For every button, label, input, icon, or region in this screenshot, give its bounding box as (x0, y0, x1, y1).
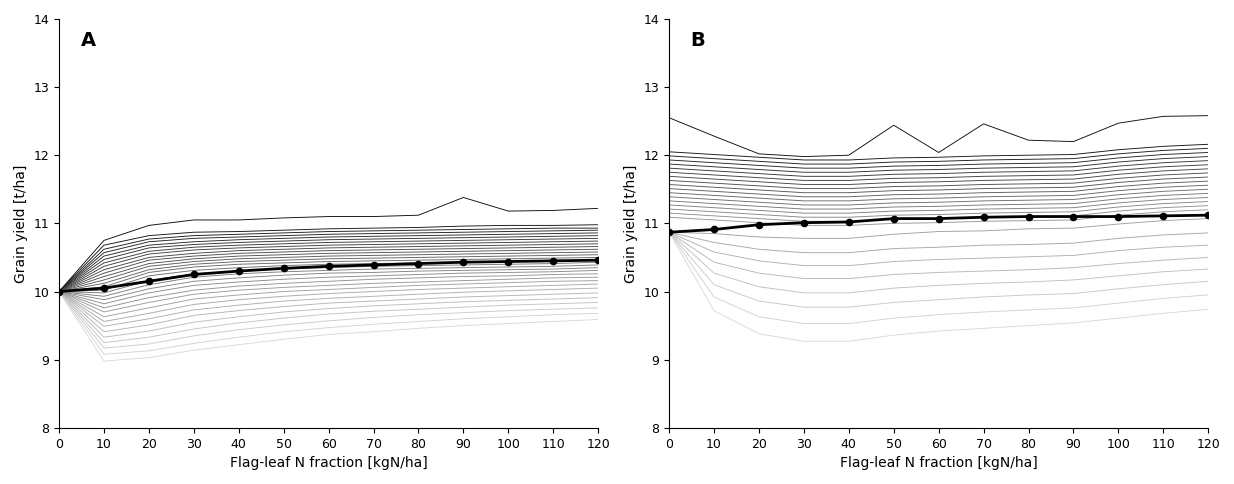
Text: B: B (691, 31, 706, 50)
X-axis label: Flag-leaf N fraction [kgN/ha]: Flag-leaf N fraction [kgN/ha] (230, 456, 427, 470)
Text: A: A (80, 31, 96, 50)
Y-axis label: Grain yield [t/ha]: Grain yield [t/ha] (14, 164, 28, 283)
X-axis label: Flag-leaf N fraction [kgN/ha]: Flag-leaf N fraction [kgN/ha] (840, 456, 1038, 470)
Y-axis label: Grain yield [t/ha]: Grain yield [t/ha] (624, 164, 638, 283)
